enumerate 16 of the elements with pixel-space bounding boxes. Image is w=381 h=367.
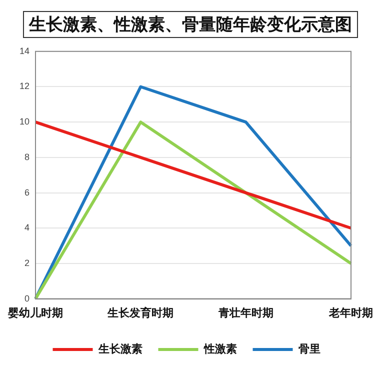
x-tick-label: 青壮年时期 — [217, 306, 274, 320]
y-tick-label: 8 — [24, 152, 30, 162]
x-tick-label: 老年时期 — [328, 306, 373, 320]
x-tick-label: 生长发育时期 — [106, 306, 174, 320]
y-tick-label: 4 — [24, 222, 30, 233]
chart-title: 生长激素、性激素、骨量随年龄变化示意图 — [23, 11, 358, 38]
y-tick-label: 10 — [19, 116, 30, 127]
y-tick-label: 6 — [24, 187, 30, 198]
y-tick-label: 2 — [24, 258, 30, 268]
legend-label: 性激素 — [202, 342, 237, 356]
x-tick-label: 婴幼儿时期 — [7, 306, 63, 320]
y-tick-label: 0 — [24, 293, 30, 304]
legend-label: 骨里 — [298, 342, 320, 356]
y-tick-label: 12 — [19, 81, 30, 92]
legend-label: 生长激素 — [97, 342, 142, 356]
y-tick-label: 14 — [19, 46, 30, 56]
